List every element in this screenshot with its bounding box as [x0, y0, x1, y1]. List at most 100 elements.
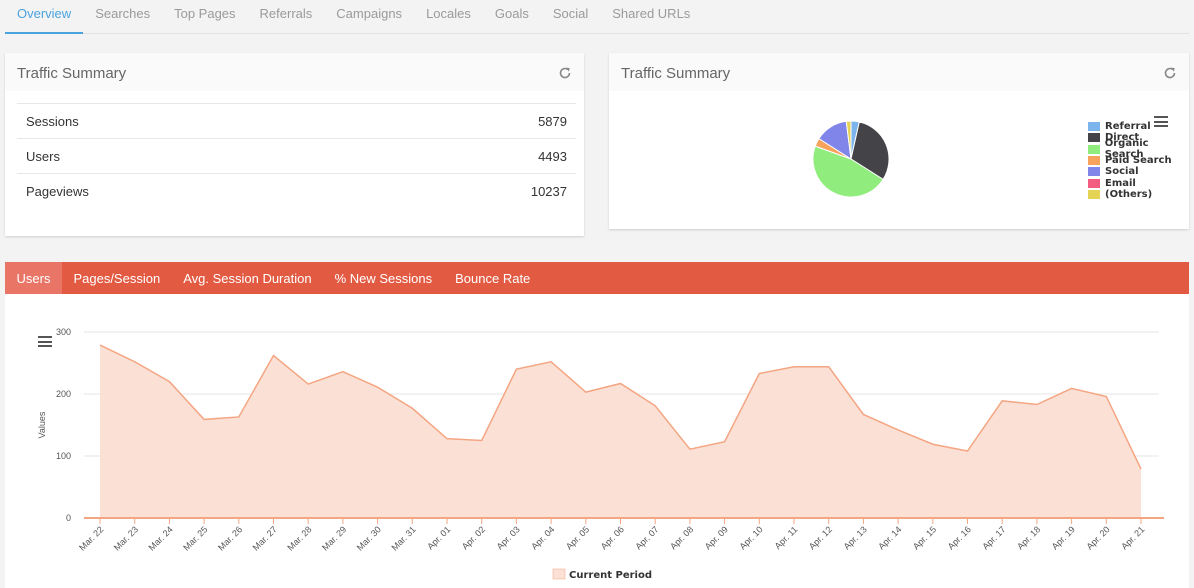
data-point[interactable] [966, 449, 970, 453]
menu-icon[interactable] [38, 336, 52, 348]
menu-icon[interactable] [1154, 116, 1168, 128]
y-tick-label: 100 [56, 451, 71, 461]
data-point[interactable] [792, 365, 796, 369]
panel-title: Traffic Summary [17, 65, 127, 82]
x-tick-label: Mar. 22 [77, 524, 105, 552]
summary-value: 5879 [538, 113, 567, 129]
legend-swatch [1088, 156, 1100, 166]
tab-searches[interactable]: Searches [95, 6, 151, 21]
legend-swatch [1088, 178, 1100, 188]
summary-value: 10237 [530, 183, 567, 199]
panel-title: Traffic Summary [621, 65, 731, 82]
legend-item[interactable]: Referral [1088, 121, 1189, 132]
x-tick-label: Apr. 07 [633, 524, 660, 551]
users-chart-panel: 0 100 200 300 Values Mar. 22 Mar. 23 Mar. 24 Mar… [5, 294, 1189, 588]
metric-tab--new-sessions[interactable]: % New Sessions [334, 271, 433, 286]
data-point[interactable] [341, 370, 345, 374]
y-tick-label: 200 [56, 389, 71, 399]
legend-item[interactable]: Email [1088, 177, 1189, 189]
x-tick-label: Apr. 18 [1015, 524, 1042, 551]
tab-top-pages[interactable]: Top Pages [174, 6, 236, 21]
data-point[interactable] [445, 437, 449, 441]
x-tick-label: Apr. 06 [599, 524, 626, 551]
traffic-summary-panel: Traffic Summary Sessions 5879 Users 4493 Pag… [5, 53, 584, 236]
data-point[interactable] [133, 360, 137, 364]
x-tick-label: Mar. 30 [355, 524, 383, 552]
data-point[interactable] [514, 367, 518, 371]
metric-tab-users[interactable]: Users [5, 262, 62, 294]
legend-item[interactable]: Organic Search [1088, 138, 1189, 160]
data-point[interactable] [480, 439, 484, 443]
data-point[interactable] [1070, 386, 1074, 390]
area-fill [100, 345, 1141, 518]
pie-slice-others[interactable] [845, 120, 852, 160]
summary-row: Users 4493 [17, 138, 576, 173]
summary-value: 4493 [538, 148, 567, 164]
data-point[interactable] [272, 354, 276, 358]
data-point[interactable] [1035, 403, 1039, 407]
data-point[interactable] [549, 360, 553, 364]
legend-swatch [1088, 144, 1100, 154]
x-tick-label: Apr. 12 [807, 524, 834, 551]
summary-row: Pageviews 10237 [17, 173, 576, 208]
tab-shared-urls[interactable]: Shared URLs [612, 6, 691, 21]
x-tick-label: Mar. 24 [147, 524, 175, 552]
refresh-icon[interactable] [558, 66, 572, 80]
pie-slice-organic-search[interactable] [812, 145, 884, 198]
data-point[interactable] [376, 385, 380, 389]
metric-tab-bounce-rate[interactable]: Bounce Rate [455, 271, 531, 286]
tab-campaigns[interactable]: Campaigns [336, 6, 403, 21]
data-point[interactable] [931, 442, 935, 446]
legend-swatch [1088, 122, 1100, 132]
data-point[interactable] [584, 390, 588, 394]
x-tick-label: Apr. 16 [946, 524, 973, 551]
x-tick-label: Apr. 08 [668, 524, 695, 551]
legend-item[interactable]: Direct [1088, 132, 1189, 143]
panel-header: Traffic Summary [5, 53, 584, 91]
legend-label[interactable]: Current Period [569, 570, 652, 581]
data-point[interactable] [653, 404, 657, 408]
tab-goals[interactable]: Goals [494, 6, 529, 21]
metric-tab-avg-session-duration[interactable]: Avg. Session Duration [183, 271, 312, 286]
summary-row: Sessions 5879 [17, 103, 576, 138]
refresh-icon[interactable] [1163, 66, 1177, 80]
data-point[interactable] [410, 406, 414, 410]
x-tick-label: Mar. 28 [285, 524, 313, 552]
data-point[interactable] [619, 381, 623, 385]
data-point[interactable] [1139, 467, 1143, 471]
tab-overview[interactable]: Overview [5, 0, 84, 34]
legend-item[interactable]: Paid Search [1088, 155, 1189, 166]
legend-swatch [552, 568, 566, 580]
data-point[interactable] [306, 382, 310, 386]
data-point[interactable] [861, 412, 865, 416]
legend-label: Direct [1105, 132, 1140, 144]
legend-label: Email [1105, 177, 1136, 189]
summary-label: Pageviews [26, 183, 89, 199]
nav-tabs: Overview Searches Top Pages Referrals Campai… [5, 0, 1189, 34]
tab-social[interactable]: Social [552, 6, 589, 21]
data-point[interactable] [896, 428, 900, 432]
legend-label: Social [1105, 166, 1139, 178]
x-tick-label: Apr. 17 [980, 524, 1007, 551]
tab-referrals[interactable]: Referrals [259, 6, 313, 21]
legend-swatch [1088, 189, 1100, 199]
data-point[interactable] [827, 365, 831, 369]
data-point[interactable] [167, 380, 171, 384]
x-tick-label: Apr. 01 [425, 524, 452, 551]
data-point[interactable] [1000, 399, 1004, 403]
data-point[interactable] [202, 417, 206, 421]
data-point[interactable] [1104, 394, 1108, 398]
metric-tab-pages-session[interactable]: Pages/Session [73, 271, 161, 286]
tab-locales[interactable]: Locales [426, 6, 471, 21]
data-point[interactable] [757, 372, 761, 376]
legend-item[interactable]: (Others) [1088, 189, 1189, 200]
y-axis-title: Values [37, 411, 47, 438]
data-point[interactable] [98, 343, 102, 347]
summary-label: Users [26, 148, 60, 164]
legend-item[interactable]: Social [1088, 166, 1189, 177]
data-point[interactable] [237, 415, 241, 419]
data-point[interactable] [688, 447, 692, 451]
x-tick-label: Mar. 27 [251, 524, 279, 552]
data-point[interactable] [723, 440, 727, 444]
